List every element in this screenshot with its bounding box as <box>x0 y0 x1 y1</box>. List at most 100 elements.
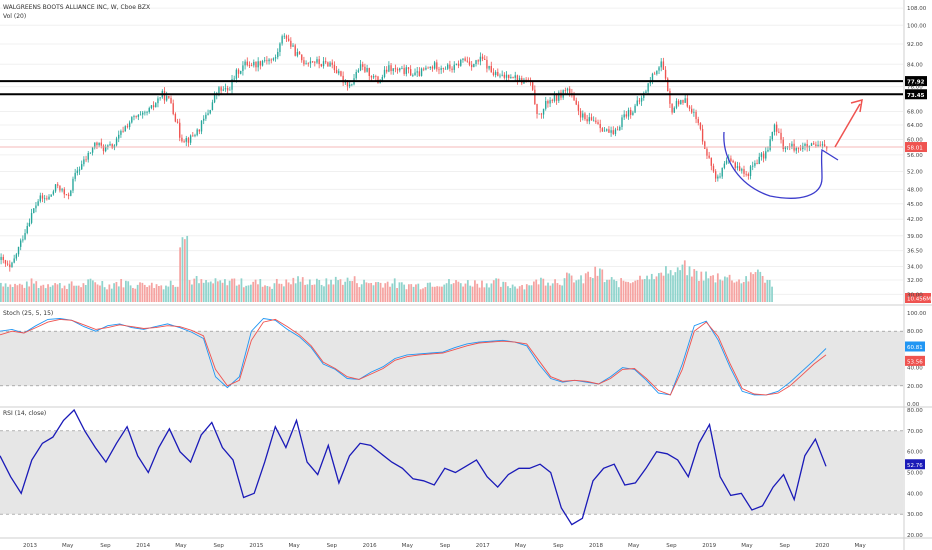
candle-body <box>508 74 510 79</box>
volume-bar <box>488 287 490 302</box>
candle-body <box>26 226 28 234</box>
volume-bar <box>77 285 80 302</box>
candle-body <box>235 69 238 79</box>
candle-body <box>41 195 44 199</box>
volume-bar <box>726 277 729 302</box>
volume-bar <box>66 288 68 302</box>
candle-body <box>327 62 329 67</box>
oscillator-band <box>0 331 903 386</box>
price-tick-label: 60.00 <box>907 137 923 143</box>
candle-body <box>383 69 386 77</box>
candle-body <box>250 65 253 67</box>
candle-body <box>381 76 384 81</box>
candles <box>0 33 828 272</box>
volume-bar <box>148 285 151 302</box>
volume-bar <box>89 278 92 302</box>
time-tick-label: May <box>515 543 527 549</box>
volume-bar <box>747 281 750 302</box>
volume-bar <box>459 283 462 302</box>
candle-body <box>338 71 340 74</box>
candle-body <box>268 59 270 62</box>
volume-bar <box>42 284 45 302</box>
time-tick-label: Sep <box>327 543 338 549</box>
volume-bar <box>228 280 231 302</box>
volume-bar <box>648 279 651 302</box>
volume-bar <box>174 286 177 302</box>
candle-body <box>118 134 120 139</box>
price-tick-label: 36.50 <box>907 249 923 255</box>
candle-body <box>477 60 479 62</box>
volume-bar <box>577 279 580 302</box>
volume-bar <box>771 286 773 302</box>
time-tick-label: Sep <box>440 543 451 549</box>
volume-bar <box>405 289 408 302</box>
time-tick-label: May <box>854 543 866 549</box>
volume-bar <box>11 287 14 302</box>
candle-body <box>388 65 390 72</box>
candle-body <box>566 88 569 91</box>
candle-body <box>616 129 619 131</box>
candle-body <box>780 132 782 140</box>
candle-body <box>22 239 24 241</box>
candle-body <box>386 69 388 72</box>
candle-body <box>346 81 349 87</box>
candle-body <box>37 201 39 206</box>
volume-bar <box>278 283 281 302</box>
candle-body <box>89 152 92 154</box>
volume-bar <box>304 284 306 302</box>
candle-body <box>423 68 425 70</box>
volume-bar <box>450 284 453 302</box>
candle-body <box>159 97 161 99</box>
volume-bar <box>40 285 42 302</box>
candle-body <box>205 114 207 119</box>
candle-body <box>142 112 144 115</box>
volume-bar <box>757 269 759 302</box>
candle-body <box>760 153 763 157</box>
volume-bar <box>712 275 714 302</box>
candle-body <box>815 144 817 146</box>
volume-bar <box>636 279 639 302</box>
volume-bar <box>738 279 740 302</box>
candle-body <box>146 111 148 113</box>
volume-bar <box>188 280 191 302</box>
candle-body <box>492 72 495 75</box>
candle-body <box>416 71 418 73</box>
volume-bar <box>764 282 766 302</box>
volume-bar <box>485 283 488 302</box>
volume-bar <box>273 283 276 302</box>
volume-bar <box>575 280 578 302</box>
volume-bar <box>410 284 413 302</box>
candle-body <box>229 89 231 91</box>
candle-body <box>176 121 179 123</box>
volume-bar <box>91 280 94 302</box>
candle-body <box>122 130 124 132</box>
volume-bar <box>676 267 679 302</box>
candle-body <box>375 76 377 77</box>
candle-body <box>606 129 608 131</box>
volume-value-label: 10.456M <box>907 297 931 303</box>
volume-bar <box>469 285 472 302</box>
candle-body <box>165 96 168 101</box>
candle-body <box>647 83 649 92</box>
volume-bar <box>301 277 304 302</box>
volume-bar <box>316 278 318 302</box>
horizontal-levels: 77.92 73.45 58.01 10.456M <box>0 76 931 303</box>
candle-body <box>135 116 137 117</box>
candle-body <box>33 208 35 214</box>
volume-bar <box>268 286 271 302</box>
candle-body <box>209 110 211 114</box>
candle-body <box>534 89 536 105</box>
volume-bar <box>632 282 634 302</box>
level-label: 73.45 <box>907 93 925 99</box>
candle-body <box>767 149 769 152</box>
volume-bar <box>200 279 203 302</box>
price-tick-label: 48.00 <box>907 187 923 193</box>
candle-body <box>608 129 610 133</box>
volume-bar <box>353 276 356 302</box>
volume-bar <box>372 285 375 302</box>
volume-bar <box>514 286 516 302</box>
candle-body <box>144 112 146 114</box>
candle-body <box>697 119 699 123</box>
candle-body <box>113 145 116 148</box>
